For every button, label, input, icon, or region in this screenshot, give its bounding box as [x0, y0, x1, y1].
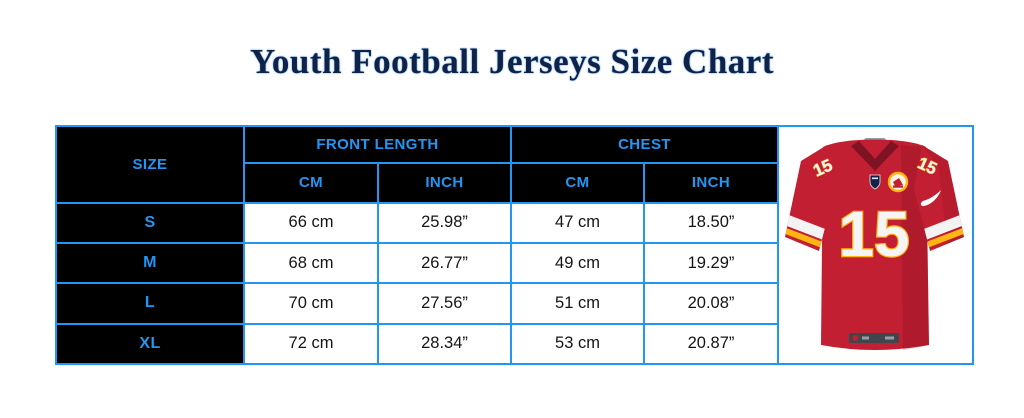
size-label-xl: XL — [55, 322, 245, 366]
front-inch-value: 27.56” — [377, 282, 512, 325]
jersey-graphic: 15 15 15 — [785, 138, 964, 350]
col-header-size: SIZE — [55, 125, 245, 204]
table-row-l: L 70 cm 27.56” 51 cm 20.08” — [55, 282, 973, 325]
col-subheader-chest-cm: CM — [510, 162, 645, 204]
table-row-m: M 68 cm 26.77” 49 cm 19.29” — [55, 241, 973, 285]
jock-tag — [849, 333, 899, 343]
front-cm-value: 72 cm — [243, 322, 379, 366]
chest-cm-value: 49 cm — [510, 241, 645, 285]
size-chart-table: SIZE FRONT LENGTH CHEST — [55, 124, 974, 366]
page-title: Youth Football Jerseys Size Chart — [250, 42, 774, 81]
table-row-s: S 66 cm 25.98” 47 cm 18.50” — [55, 201, 973, 244]
chest-cm-value: 51 cm — [510, 282, 645, 325]
size-label-s: S — [55, 201, 245, 244]
col-header-front-length: FRONT LENGTH — [243, 124, 512, 165]
col-subheader-front-inch: INCH — [377, 162, 512, 204]
table-row-xl: XL 72 cm 28.34” 53 cm 20.87” — [55, 322, 973, 366]
chiefs-patch-icon — [887, 171, 909, 193]
front-cm-value: 66 cm — [243, 201, 379, 244]
size-label-m: M — [55, 241, 245, 285]
chest-number: 15 — [838, 198, 909, 270]
chest-cm-value: 53 cm — [510, 322, 645, 366]
nfl-shield-icon — [869, 174, 881, 190]
jersey-torso — [821, 139, 929, 350]
col-subheader-chest-inch: INCH — [643, 162, 779, 204]
chest-cm-value: 47 cm — [510, 201, 645, 244]
chest-inch-value: 20.87” — [643, 322, 779, 366]
chest-inch-value: 19.29” — [643, 241, 779, 285]
jersey-image: 15 15 15 — [780, 128, 970, 362]
front-inch-value: 26.77” — [377, 241, 512, 285]
col-header-chest: CHEST — [510, 124, 779, 165]
front-inch-value: 28.34” — [377, 322, 512, 366]
col-subheader-front-cm: CM — [243, 162, 379, 204]
nike-swoosh-icon — [920, 190, 941, 207]
chest-inch-value: 20.08” — [643, 282, 779, 325]
chest-inch-value: 18.50” — [643, 201, 779, 244]
front-cm-value: 70 cm — [243, 282, 379, 325]
front-cm-value: 68 cm — [243, 241, 379, 285]
vneck-collar — [851, 141, 899, 171]
jersey-image-cell: 15 15 15 — [777, 125, 974, 365]
front-inch-value: 25.98” — [377, 201, 512, 244]
size-label-l: L — [55, 282, 245, 325]
